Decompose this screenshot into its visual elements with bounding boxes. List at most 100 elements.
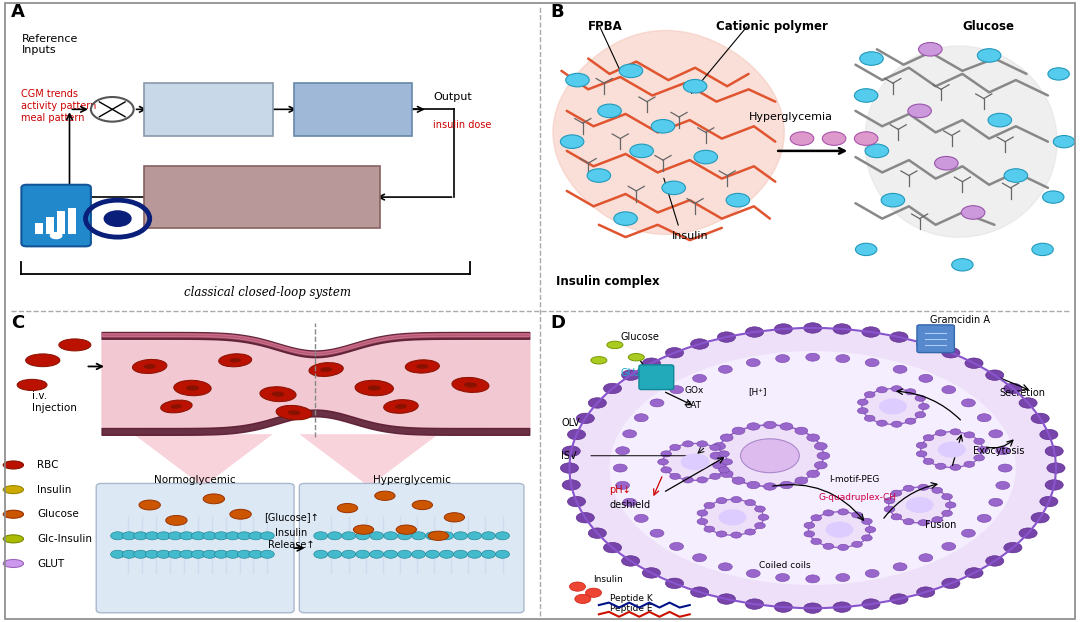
Circle shape [942,542,956,550]
Ellipse shape [645,369,660,376]
Circle shape [809,512,870,547]
Circle shape [791,132,813,146]
Circle shape [613,212,637,225]
Text: Hyperglycemia: Hyperglycemia [750,112,834,122]
Circle shape [919,42,942,56]
Circle shape [650,529,664,537]
Circle shape [203,532,217,540]
Circle shape [905,418,916,424]
Text: OLV: OLV [562,419,580,429]
Circle shape [566,73,590,87]
Circle shape [1047,463,1065,473]
Circle shape [191,532,205,540]
Circle shape [214,532,228,540]
Circle shape [226,532,240,540]
Polygon shape [865,46,1057,237]
Circle shape [716,531,727,537]
Circle shape [780,423,793,430]
Polygon shape [299,434,438,486]
Text: CGM value and trend: CGM value and trend [214,195,310,205]
Text: Insulin: Insulin [38,485,71,494]
Ellipse shape [383,399,418,414]
Circle shape [630,144,653,157]
Circle shape [923,458,934,465]
Circle shape [1003,383,1022,394]
Circle shape [661,467,672,473]
FancyBboxPatch shape [639,365,674,389]
Circle shape [811,515,822,521]
Circle shape [694,151,717,164]
Text: pH↓: pH↓ [609,485,632,494]
Circle shape [588,169,610,182]
Circle shape [755,506,766,512]
Bar [35,223,43,234]
Circle shape [663,443,727,480]
Circle shape [964,432,974,438]
Circle shape [1031,413,1050,424]
Circle shape [806,575,820,583]
Text: pump: pump [339,114,367,124]
Ellipse shape [367,385,381,391]
Circle shape [567,429,585,440]
Circle shape [986,555,1003,566]
Circle shape [865,570,879,577]
Circle shape [917,587,935,597]
Circle shape [814,462,827,469]
Ellipse shape [272,392,284,397]
Circle shape [919,374,933,383]
Circle shape [110,550,124,559]
Circle shape [961,399,975,407]
Circle shape [836,355,850,363]
Circle shape [692,374,706,383]
Circle shape [718,509,746,526]
Circle shape [1040,496,1058,507]
Circle shape [977,414,991,422]
Circle shape [383,532,397,540]
Circle shape [662,181,686,195]
Circle shape [122,550,136,559]
Text: Coiled coils: Coiled coils [759,561,811,570]
Ellipse shape [219,354,252,367]
Circle shape [203,550,217,559]
Polygon shape [553,30,784,234]
Circle shape [670,444,680,450]
Circle shape [670,542,684,550]
Circle shape [862,389,923,424]
Circle shape [690,339,708,349]
Circle shape [426,550,440,559]
Circle shape [716,425,823,486]
Circle shape [341,550,355,559]
Circle shape [732,477,745,485]
Circle shape [825,522,853,537]
Circle shape [692,554,706,562]
Text: Hyperglycemic: Hyperglycemic [373,475,450,485]
Text: Peptide K: Peptide K [609,594,652,603]
Circle shape [369,532,383,540]
Text: Output: Output [433,92,472,102]
Circle shape [145,550,159,559]
Circle shape [854,89,878,102]
Circle shape [893,563,907,571]
Circle shape [643,568,661,578]
Circle shape [942,510,953,516]
Circle shape [561,463,579,473]
Ellipse shape [3,510,24,518]
Circle shape [919,554,933,562]
Circle shape [314,550,327,559]
FancyBboxPatch shape [145,166,379,228]
Text: ISV: ISV [562,451,577,461]
Circle shape [710,473,720,480]
Text: Glucose: Glucose [38,509,79,519]
Circle shape [1031,243,1053,256]
Circle shape [341,532,355,540]
Circle shape [1042,191,1064,203]
Circle shape [950,464,961,470]
Text: CAT: CAT [685,401,701,410]
Circle shape [105,211,131,226]
Circle shape [643,358,661,368]
Circle shape [383,550,397,559]
Circle shape [862,518,873,524]
Circle shape [838,544,849,550]
Text: Insulin: Insulin [594,575,623,584]
Circle shape [721,459,732,465]
